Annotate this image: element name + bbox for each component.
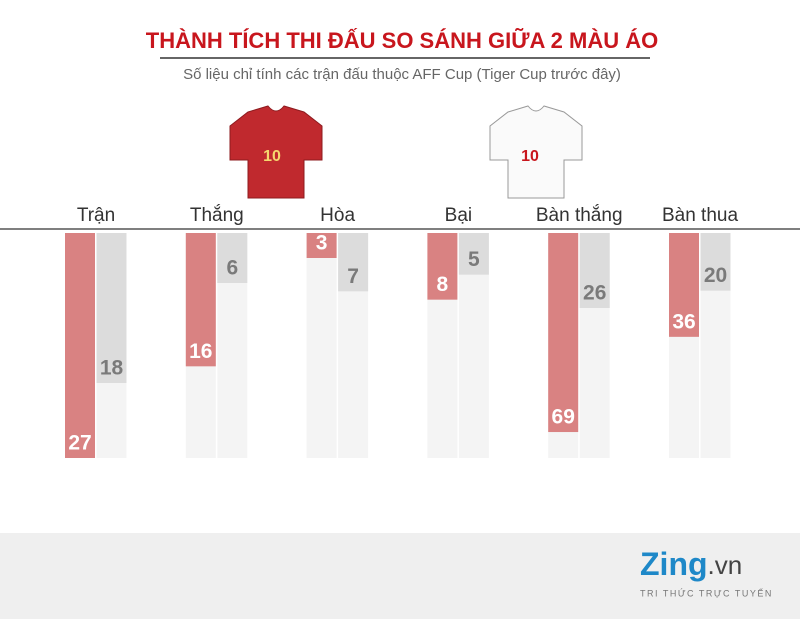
bar (579, 233, 610, 308)
logo-main: Zing (640, 546, 708, 582)
value-label: 8 (437, 273, 449, 296)
bar (96, 233, 127, 383)
shirt-shape (489, 105, 583, 199)
away-shirt: 10 (489, 105, 583, 199)
bar (217, 233, 248, 283)
shirt-shape (229, 105, 323, 199)
category-label: Bàn thua (662, 205, 738, 226)
value-label: 69 (552, 406, 575, 429)
category-label: Trận (77, 205, 115, 226)
footer-band (0, 533, 800, 619)
category-label: Thắng (190, 204, 244, 226)
category-label: Bại (445, 205, 472, 226)
bar (65, 233, 95, 458)
bar (548, 233, 579, 433)
category-label: Hòa (320, 205, 355, 226)
title: THÀNH TÍCH THI ĐẤU SO SÁNH GIỮA 2 MÀU ÁO (146, 28, 658, 53)
bar (458, 233, 489, 275)
value-label: 36 (672, 310, 695, 333)
subtitle: Số liệu chỉ tính các trận đấu thuộc AFF … (183, 66, 621, 83)
value-label: 18 (100, 357, 124, 380)
value-label: 16 (189, 340, 212, 363)
bar (185, 233, 216, 367)
category-label: Bàn thắng (536, 204, 623, 226)
bar-track (306, 233, 337, 458)
value-label: 26 (583, 282, 606, 305)
bar (669, 233, 699, 337)
value-label: 6 (226, 257, 238, 280)
logo: Zing.vn (640, 546, 742, 582)
shirt-number: 10 (263, 148, 281, 165)
value-label: 20 (704, 264, 727, 287)
home-shirt: 10 (229, 105, 323, 199)
shirt-number: 10 (521, 148, 539, 165)
bar (306, 233, 337, 258)
bar (700, 233, 731, 291)
bar (338, 233, 369, 292)
value-label: 3 (316, 232, 328, 255)
bars: Trận 27 18 Thắng 16 6 Hòa 37 Bại 85 Bàn thắng 69 26 B… (65, 204, 738, 458)
tagline: TRI THỨC TRỰC TUYẾN (640, 588, 773, 598)
value-label: 5 (468, 248, 480, 271)
value-label: 27 (68, 432, 91, 455)
bar (427, 233, 458, 300)
value-label: 7 (347, 265, 359, 288)
logo-suffix: .vn (708, 550, 743, 580)
